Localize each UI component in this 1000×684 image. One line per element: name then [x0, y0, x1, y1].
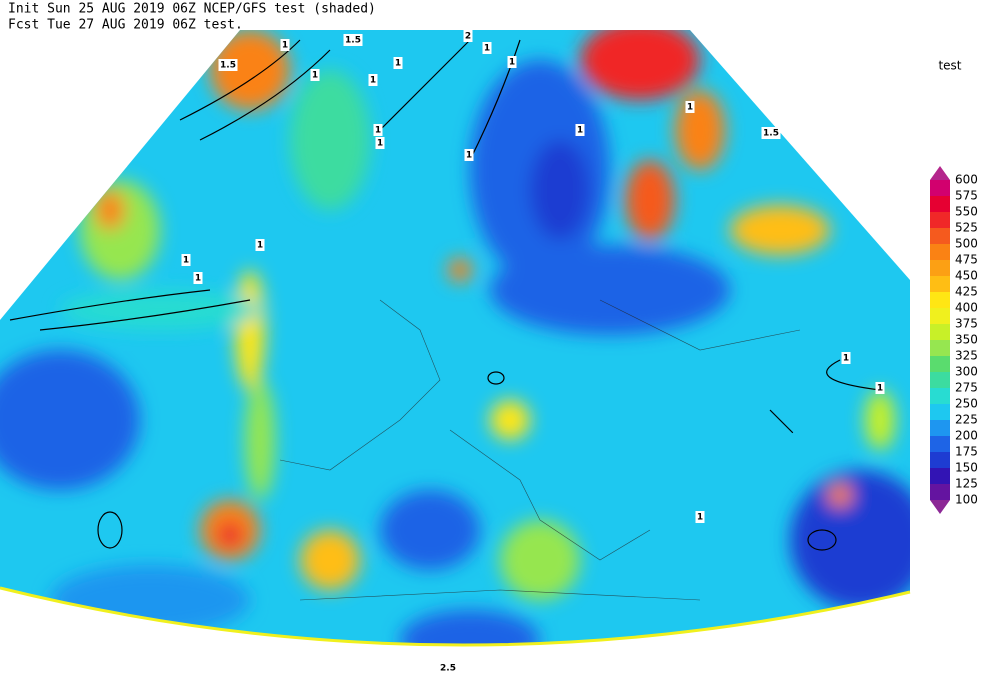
- colorbar-swatch: [930, 276, 950, 292]
- contour-label-box: [255, 239, 265, 251]
- colorbar-label: 600: [955, 173, 978, 187]
- colorbar-label: 575: [955, 189, 978, 203]
- contour-label-box: [310, 69, 320, 81]
- contour-label: 1: [195, 274, 201, 284]
- contour-label-box: [193, 272, 203, 284]
- colorbar-swatch: [930, 420, 950, 436]
- contour-label: 1: [395, 59, 401, 69]
- contour-label: 1: [484, 44, 490, 54]
- contour-label-box: [685, 101, 695, 113]
- colorbar: 600 575 550 525 500 475 450 425 400 375 350 325 300 2…: [930, 166, 978, 514]
- colorbar-swatch: [930, 180, 950, 196]
- colorbar-swatch: [930, 244, 950, 260]
- colorbar-swatch: [930, 228, 950, 244]
- contour-label: 1.5: [345, 36, 361, 46]
- contour-label: 1: [183, 256, 189, 266]
- contour-label: 1: [509, 58, 515, 68]
- colorbar-swatch: [930, 484, 950, 500]
- contour-label: 1: [577, 126, 583, 136]
- contour-label: 1: [687, 103, 693, 113]
- contour-label-box: [373, 124, 383, 136]
- colorbar-label: 350: [955, 333, 978, 347]
- map-border: [0, 586, 911, 647]
- header-init: Init Sun 25 AUG 2019 06Z NCEP/GFS test (…: [8, 2, 376, 17]
- colorbar-label: 275: [955, 381, 978, 395]
- contour-label: 1: [377, 139, 383, 149]
- contour-label-box: [875, 382, 885, 394]
- colorbar-cap-bottom: [930, 500, 950, 514]
- contour-label-box: [507, 56, 517, 68]
- colorbar-swatch: [930, 340, 950, 356]
- colorbar-label: 300: [955, 365, 978, 379]
- contour-label: 2: [465, 32, 471, 42]
- contour-label: 1: [466, 151, 472, 161]
- contour-label-box: [438, 662, 458, 674]
- contour-label: 1: [312, 71, 318, 81]
- contour-label: 1: [282, 41, 288, 51]
- contour-label-box: [280, 39, 290, 51]
- colorbar-swatch: [930, 372, 950, 388]
- header-fcst: Fcst Tue 27 AUG 2019 06Z test.: [8, 18, 243, 33]
- contour-label-box: [463, 30, 473, 42]
- colorbar-label: 100: [955, 493, 978, 507]
- colorbar-swatch: [930, 324, 950, 340]
- contour-label-box: [575, 124, 585, 136]
- colorbar-swatch: [930, 468, 950, 484]
- colorbar-label: 425: [955, 285, 978, 299]
- colorbar-label: 400: [955, 301, 978, 315]
- colorbar-label: 225: [955, 413, 978, 427]
- colorbar-swatch: [930, 356, 950, 372]
- colorbar-cap-top: [930, 166, 950, 180]
- colorbar-label: 525: [955, 221, 978, 235]
- contour-label-box: [218, 59, 238, 71]
- colorbar-swatch: [930, 404, 950, 420]
- contour-label: 1: [697, 513, 703, 523]
- contour-label-box: [368, 74, 378, 86]
- contour-label-box: [181, 254, 191, 266]
- contour-label-box: [841, 352, 851, 364]
- contour-label: 1: [843, 354, 849, 364]
- contour-label: 1: [375, 126, 381, 136]
- colorbar-swatch: [930, 212, 950, 228]
- colorbar-label: 125: [955, 477, 978, 491]
- colorbar-label: 500: [955, 237, 978, 251]
- contour-label-box: [343, 34, 363, 46]
- colorbar-swatch: [930, 452, 950, 468]
- colorbar-label: 375: [955, 317, 978, 331]
- colorbar-label: 150: [955, 461, 978, 475]
- colorbar-swatch: [930, 388, 950, 404]
- colorbar-swatch: [930, 260, 950, 276]
- colorbar-swatch: [930, 308, 950, 324]
- contour-label: 2.5: [440, 664, 456, 674]
- colorbar-label: 475: [955, 253, 978, 267]
- legend-title: test: [938, 59, 961, 73]
- colorbar-swatch: [930, 436, 950, 452]
- map-field: [0, 30, 910, 646]
- contour-label-box: [761, 127, 781, 139]
- colorbar-swatch: [930, 196, 950, 212]
- colorbar-label: 325: [955, 349, 978, 363]
- contour-label: 1: [257, 241, 263, 251]
- contour-label-box: [482, 42, 492, 54]
- colorbar-label: 175: [955, 445, 978, 459]
- colorbar-label: 250: [955, 397, 978, 411]
- colorbar-label: 200: [955, 429, 978, 443]
- colorbar-swatch: [930, 292, 950, 308]
- contour-label: 1: [370, 76, 376, 86]
- colorbar-label: 450: [955, 269, 978, 283]
- contour-label-box: [393, 57, 403, 69]
- contour-label: 1.5: [220, 61, 236, 71]
- contour-label-box: [695, 511, 705, 523]
- colorbar-label: 550: [955, 205, 978, 219]
- contour-label-box: [375, 137, 385, 149]
- contour-label: 1.5: [763, 129, 779, 139]
- contour-label: 1: [877, 384, 883, 394]
- contour-label-box: [464, 149, 474, 161]
